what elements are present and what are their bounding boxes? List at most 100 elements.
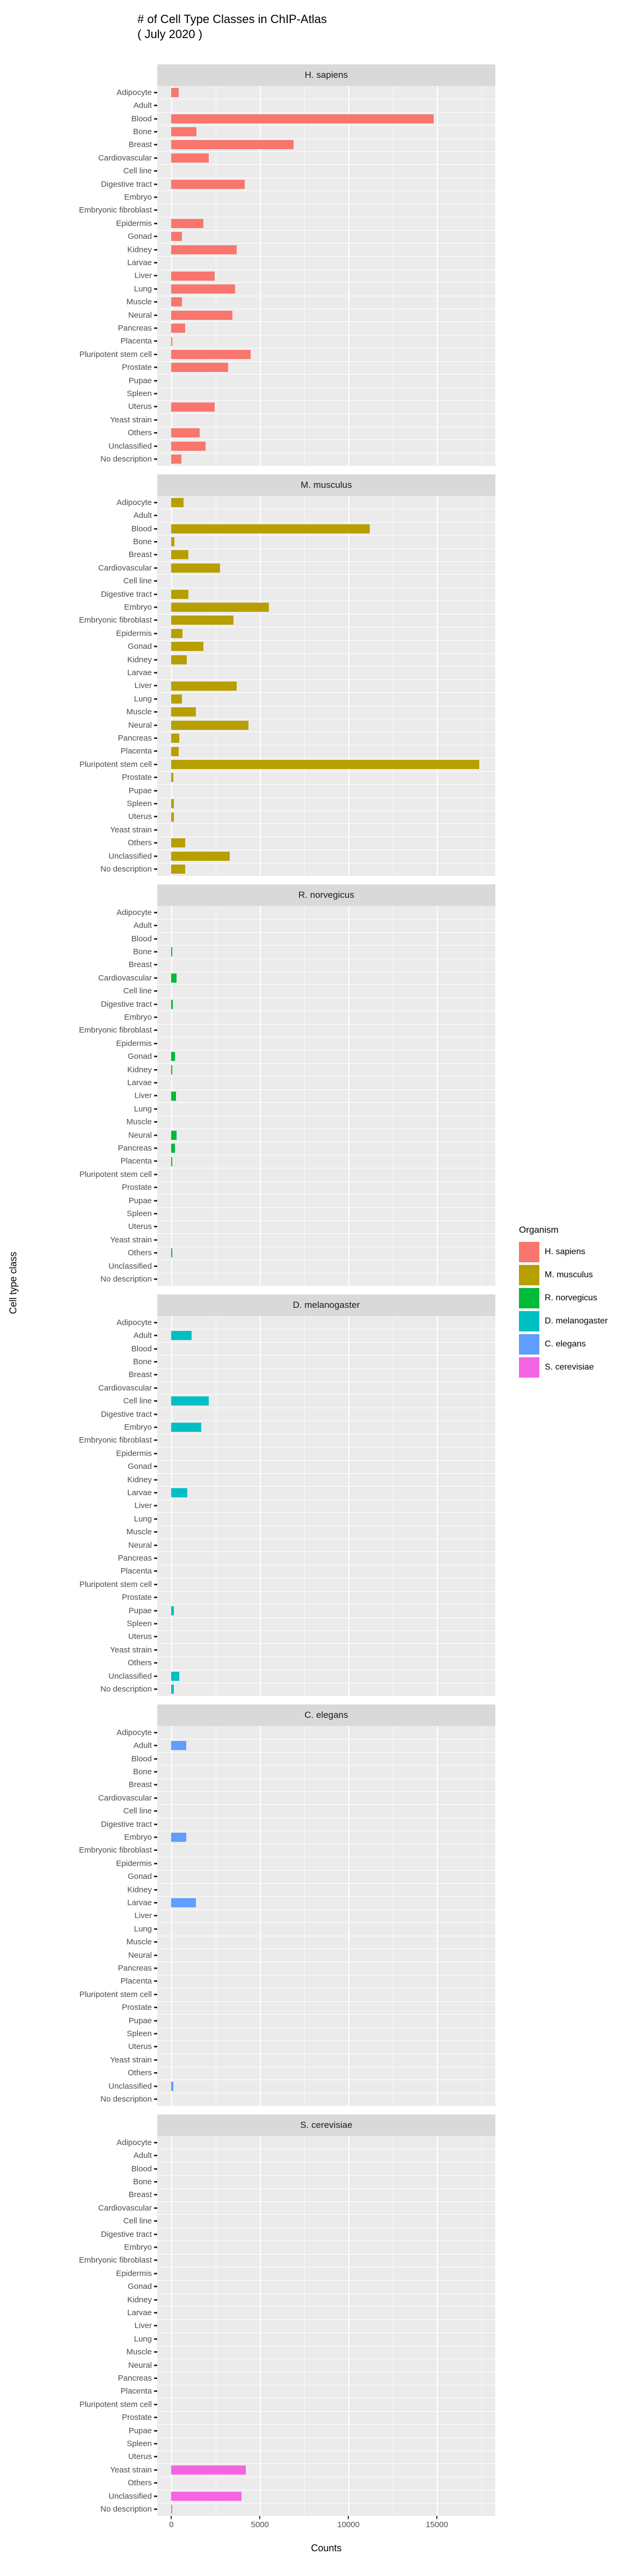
y-tick-bone: Bone xyxy=(0,2175,157,2188)
horizontal-gridline xyxy=(157,151,495,152)
horizontal-gridline xyxy=(157,269,495,270)
y-tick-mark xyxy=(154,2007,157,2009)
facet-m-musculus: M. musculus Adipocyte Adult Blood Bone Breast… xyxy=(0,474,495,876)
y-tick-digestive-tract: Digestive tract xyxy=(0,2228,157,2241)
y-tick-label: Pupae xyxy=(128,786,152,795)
y-tick-blood: Blood xyxy=(0,522,157,535)
horizontal-gridline xyxy=(157,2201,495,2202)
y-tick-kidney: Kidney xyxy=(0,1883,157,1896)
y-tick-mark xyxy=(154,2194,157,2196)
facet-strip-label: D. melanogaster xyxy=(157,1294,495,1316)
y-tick-mark xyxy=(154,393,157,395)
y-tick-label: Lung xyxy=(134,1924,152,1934)
y-tick-mark xyxy=(154,2377,157,2380)
y-tick-mark xyxy=(154,144,157,146)
horizontal-gridline xyxy=(157,1909,495,1910)
y-tick-label: Breast xyxy=(128,1780,152,1790)
y-tick-muscle: Muscle xyxy=(0,2346,157,2359)
y-tick-others: Others xyxy=(0,1247,157,1260)
y-tick-label: Spleen xyxy=(127,2439,152,2449)
y-tick-label: Cardiovascular xyxy=(98,1383,152,1393)
facet-body: Adipocyte Adult Blood Bone Breast Cardiovascu… xyxy=(0,86,495,466)
y-tick-mark xyxy=(154,671,157,674)
y-tick-adipocyte: Adipocyte xyxy=(0,1316,157,1329)
y-tick-label: Larvae xyxy=(127,668,152,677)
y-tick-mark xyxy=(154,1108,157,1110)
y-tick-mark xyxy=(154,1348,157,1350)
y-tick-larvae: Larvae xyxy=(0,666,157,679)
y-tick-label: Others xyxy=(127,2478,152,2488)
y-tick-placenta: Placenta xyxy=(0,335,157,348)
bar-r-norvegicus-liver xyxy=(171,1091,176,1101)
facet-c-elegans: C. elegans Adipocyte Adult Blood Bone Breast C… xyxy=(0,1704,495,2106)
y-tick-label: Neural xyxy=(128,310,152,320)
y-tick-mark xyxy=(154,1797,157,1799)
y-tick-mark xyxy=(154,2180,157,2183)
y-tick-breast: Breast xyxy=(0,958,157,971)
y-tick-cell-line: Cell line xyxy=(0,2214,157,2227)
y-tick-mark xyxy=(154,528,157,530)
facet-panel xyxy=(157,1726,495,2106)
y-tick-cell-line: Cell line xyxy=(0,1804,157,1817)
y-tick-pancreas: Pancreas xyxy=(0,731,157,744)
y-tick-mark xyxy=(154,314,157,316)
y-tick-neural: Neural xyxy=(0,1539,157,1552)
bar-m-musculus-pancreas xyxy=(171,734,180,743)
y-tick-unclassified: Unclassified xyxy=(0,440,157,452)
horizontal-gridline xyxy=(157,1643,495,1644)
y-tick-mark xyxy=(154,1400,157,1402)
y-tick-mark xyxy=(154,977,157,979)
y-tick-mark xyxy=(154,1466,157,1468)
x-tick-label-0: 0 xyxy=(169,2520,174,2529)
y-tick-mark xyxy=(154,2207,157,2209)
major-gridline-x-15000 xyxy=(437,86,438,466)
y-tick-label: Spleen xyxy=(127,1619,152,1629)
bar-d-melanogaster-adult xyxy=(171,1331,192,1341)
y-tick-mark xyxy=(154,1199,157,1202)
y-tick-mark xyxy=(154,777,157,779)
y-tick-label: Pancreas xyxy=(118,1144,152,1153)
y-tick-label: Yeast strain xyxy=(110,2465,152,2475)
y-tick-label: Adipocyte xyxy=(116,908,152,917)
horizontal-gridline xyxy=(157,561,495,562)
y-tick-label: Unclassified xyxy=(108,2491,152,2501)
y-tick-mark xyxy=(154,353,157,355)
facet-panel xyxy=(157,906,495,1286)
bar-r-norvegicus-placenta xyxy=(171,1157,173,1166)
legend-label: H. sapiens xyxy=(545,1247,586,1256)
horizontal-gridline xyxy=(157,771,495,772)
y-tick-prostate: Prostate xyxy=(0,361,157,374)
facet-body: Adipocyte Adult Blood Bone Breast Cardiovascu… xyxy=(0,496,495,876)
major-gridline-x-0 xyxy=(171,1726,173,2106)
minor-gridline-x-7500 xyxy=(304,906,305,1286)
y-tick-gonad: Gonad xyxy=(0,1050,157,1063)
y-tick-mark xyxy=(154,379,157,382)
y-tick-label: Others xyxy=(127,1248,152,1258)
horizontal-gridline xyxy=(157,1272,495,1274)
bar-h-sapiens-uterus xyxy=(171,402,215,412)
x-axis: 0 5000 10000 15000 xyxy=(157,2516,495,2537)
bar-s-cerevisiae-yeast-strain xyxy=(171,2465,246,2475)
y-tick-mark xyxy=(154,2072,157,2074)
bar-r-norvegicus-gonad xyxy=(171,1052,175,1062)
y-tick-label: Kidney xyxy=(127,245,152,254)
y-tick-mark xyxy=(154,1823,157,1825)
y-tick-mark xyxy=(154,1278,157,1280)
y-tick-label: Embryonic fibroblast xyxy=(79,1846,152,1855)
y-tick-mark xyxy=(154,1056,157,1058)
horizontal-gridline xyxy=(157,1063,495,1064)
y-tick-mark xyxy=(154,367,157,369)
horizontal-gridline xyxy=(157,2280,495,2281)
bar-h-sapiens-bone xyxy=(171,127,196,136)
y-tick-label: Breast xyxy=(128,140,152,150)
y-tick-label: Prostate xyxy=(122,773,152,782)
y-tick-mark xyxy=(154,1479,157,1481)
bar-h-sapiens-digestive-tract xyxy=(171,179,245,189)
major-gridline-x-5000 xyxy=(260,1316,261,1696)
bar-h-sapiens-others xyxy=(171,428,200,438)
y-tick-label: Neural xyxy=(128,720,152,730)
horizontal-gridline xyxy=(157,1342,495,1343)
y-tick-label: No description xyxy=(100,2505,152,2514)
legend-swatch-h-sapiens xyxy=(519,1242,539,1262)
y-tick-mark xyxy=(154,1252,157,1254)
